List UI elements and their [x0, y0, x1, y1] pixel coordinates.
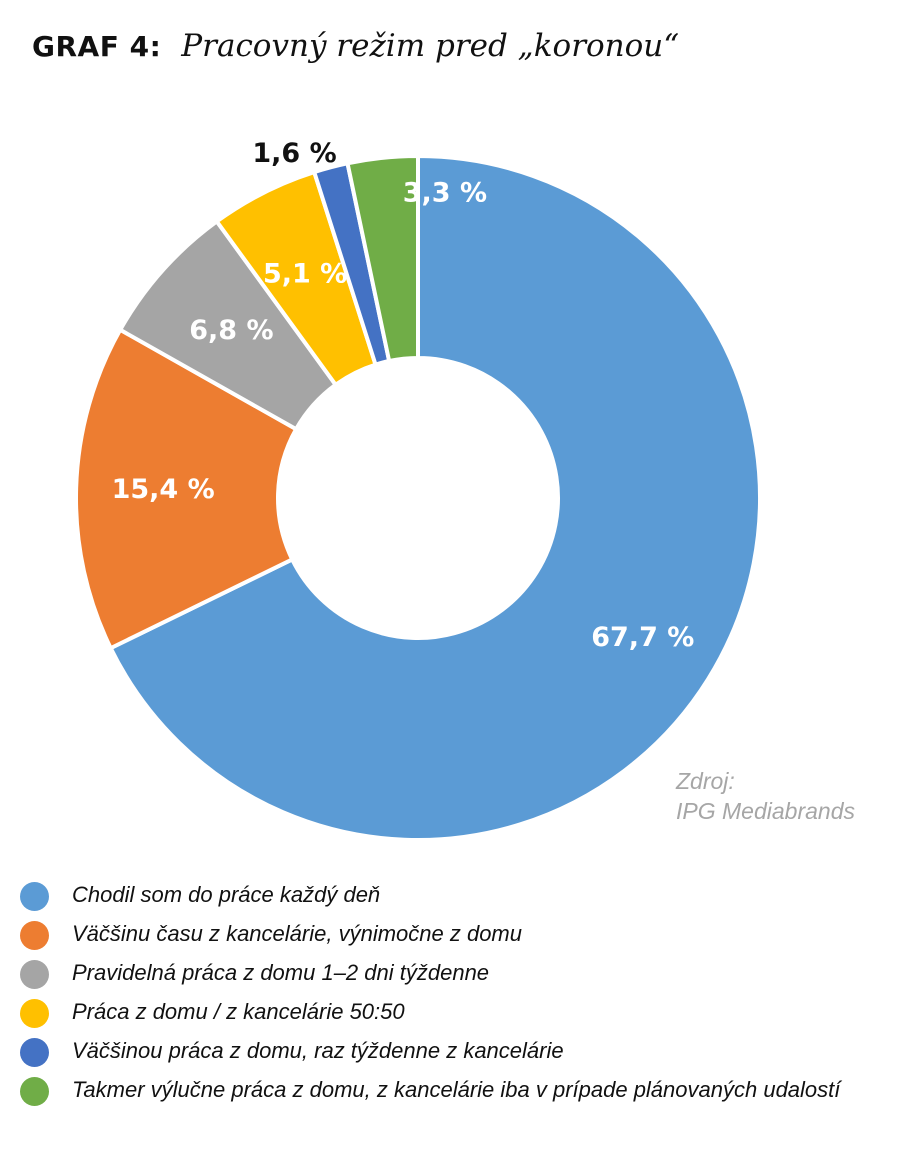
slice-label-2: 15,4 % [112, 474, 215, 505]
legend-item: Chodil som do práce každý deň [20, 880, 890, 911]
legend-swatch [20, 960, 49, 989]
page-title: Pracovný režim pred „koronou“ [181, 28, 680, 64]
slice-label-3: 6,8 % [189, 315, 273, 346]
legend-item: Pravidelná práca z domu 1–2 dni týždenne [20, 958, 890, 989]
legend-label: Väčšinu času z kancelárie, výnimočne z d… [72, 921, 522, 946]
source-name: IPG Mediabrands [676, 798, 855, 824]
legend-item: Väčšinu času z kancelárie, výnimočne z d… [20, 919, 890, 950]
slice-label-4: 5,1 % [263, 258, 347, 289]
legend-swatch [20, 1077, 49, 1106]
source-note: Zdroj: IPG Mediabrands [676, 766, 855, 826]
slice-label-5: 1,6 % [252, 138, 336, 169]
slice-label-1: 67,7 % [591, 622, 694, 653]
legend-swatch [20, 1038, 49, 1067]
slice-label-6: 3,3 % [403, 178, 487, 209]
legend-item: Práca z domu / z kancelárie 50:50 [20, 997, 890, 1028]
chart-title: GRAF 4: Pracovný režim pred „koronou“ [32, 28, 679, 64]
legend-label: Takmer výlučne práca z domu, z kancelári… [72, 1077, 841, 1102]
legend-swatch [20, 921, 49, 950]
slice-6 [345, 154, 420, 364]
chart-legend: Chodil som do práce každý deň Väčšinu čas… [20, 880, 890, 1114]
slice-2 [74, 327, 299, 651]
legend-label: Väčšinou práca z domu, raz týždenne z ka… [72, 1038, 564, 1063]
graph-number: GRAF 4: [32, 30, 162, 63]
legend-label: Pravidelná práca z domu 1–2 dni týždenne [72, 960, 490, 985]
legend-item: Väčšinou práca z domu, raz týždenne z ka… [20, 1036, 890, 1067]
source-label: Zdroj: [676, 768, 735, 794]
legend-label: Práca z domu / z kancelárie 50:50 [72, 999, 405, 1024]
slice-1 [108, 154, 762, 842]
donut-chart: 67,7 % 15,4 % 6,8 % 5,1 % 1,6 % 3,3 % [74, 138, 762, 842]
legend-label: Chodil som do práce každý deň [72, 882, 381, 907]
legend-swatch [20, 882, 49, 911]
legend-swatch [20, 999, 49, 1028]
legend-item: Takmer výlučne práca z domu, z kancelári… [20, 1075, 890, 1106]
